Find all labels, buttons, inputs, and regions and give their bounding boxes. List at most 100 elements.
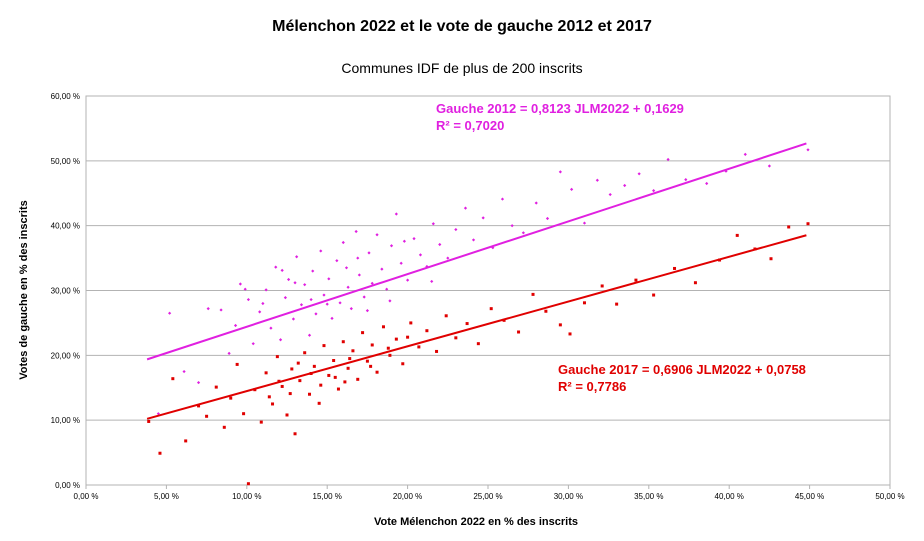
data-point-2017 (348, 357, 352, 361)
x-tick-label: 50,00 % (875, 492, 904, 501)
data-point-2017 (317, 401, 321, 405)
data-point-2012 (463, 206, 468, 210)
data-point-2017 (303, 351, 307, 355)
data-point-2012 (261, 301, 265, 306)
data-point-2012 (341, 240, 345, 245)
data-point-2012 (206, 307, 210, 311)
data-point-2012 (356, 256, 360, 260)
data-point-2012 (767, 164, 771, 168)
data-point-2012 (521, 231, 525, 235)
data-point-2017 (229, 396, 233, 400)
data-point-2017 (769, 257, 773, 261)
data-point-2012 (325, 302, 329, 306)
data-point-2012 (595, 178, 599, 182)
data-point-2012 (287, 277, 291, 282)
y-tick-label: 20,00 % (51, 351, 80, 360)
data-point-2012 (365, 308, 369, 313)
data-point-2012 (264, 288, 268, 292)
data-point-2017 (147, 419, 151, 423)
data-point-2017 (634, 278, 638, 282)
data-point-2012 (293, 281, 297, 285)
data-point-2017 (184, 439, 188, 443)
data-point-2017 (332, 359, 336, 363)
chart-subtitle: Communes IDF de plus de 200 inscrits (341, 60, 583, 76)
data-point-2017 (386, 346, 390, 350)
data-point-2012 (309, 297, 313, 302)
data-point-2017 (787, 225, 791, 229)
data-point-2012 (454, 227, 458, 232)
y-axis-title: Votes de gauche en % des inscrits (18, 200, 30, 380)
data-point-2012 (534, 201, 538, 205)
data-point-2012 (558, 170, 562, 174)
data-point-2017 (409, 321, 413, 325)
data-point-2012 (283, 296, 287, 300)
data-point-2017 (271, 402, 275, 406)
data-point-2012 (666, 157, 670, 162)
x-tick-label: 10,00 % (232, 492, 261, 501)
data-point-2012 (389, 244, 394, 248)
data-point-2012 (491, 246, 495, 250)
x-axis-ticks: 0,00 % 5,00 % 10,00 % 15,00 % 20,00 % 25,00 %… (74, 485, 905, 501)
data-point-2012 (412, 237, 416, 241)
x-tick-label: 0,00 % (74, 492, 99, 501)
data-point-2012 (402, 239, 406, 243)
data-points (147, 148, 810, 486)
data-point-2012 (705, 181, 709, 186)
data-point-2012 (446, 256, 450, 260)
data-point-2017 (346, 366, 350, 370)
data-point-2012 (623, 183, 627, 188)
data-point-2017 (673, 266, 677, 270)
data-point-2012 (806, 148, 810, 152)
x-tick-label: 40,00 % (715, 492, 744, 501)
data-point-2017 (417, 345, 421, 349)
data-point-2012 (269, 326, 273, 330)
trendlines (146, 142, 807, 420)
data-point-2012 (314, 312, 318, 316)
data-point-2017 (370, 343, 374, 347)
data-point-2017 (365, 359, 369, 363)
data-point-2017 (296, 361, 300, 365)
data-point-2012 (168, 311, 172, 315)
data-point-2012 (335, 259, 339, 263)
data-point-2012 (367, 251, 371, 255)
data-point-2012 (322, 293, 326, 297)
data-point-2017 (327, 373, 331, 377)
data-point-2017 (394, 337, 398, 341)
data-point-2017 (615, 302, 619, 306)
data-point-2012 (311, 269, 315, 273)
y-axis-ticks: 0,00 % 10,00 % 20,00 % 30,00 % 40,00 % 50,00 … (51, 92, 80, 490)
data-point-2017 (336, 387, 340, 391)
data-point-2012 (156, 412, 160, 416)
data-point-2017 (375, 370, 379, 374)
data-point-2017 (388, 353, 392, 357)
data-point-2012 (500, 197, 505, 201)
data-point-2012 (608, 192, 612, 197)
data-point-2012 (430, 279, 434, 284)
data-point-2012 (406, 278, 410, 282)
data-point-2017 (465, 322, 469, 326)
data-point-2012 (481, 216, 485, 220)
data-point-2017 (333, 375, 337, 379)
data-point-2012 (295, 255, 299, 259)
data-point-2017 (544, 309, 548, 313)
data-point-2012 (233, 323, 238, 328)
data-point-2017 (558, 323, 562, 327)
data-point-2017 (600, 284, 604, 288)
data-point-2017 (351, 349, 355, 353)
data-point-2017 (531, 292, 535, 296)
data-point-2012 (227, 351, 231, 355)
data-point-2017 (264, 371, 268, 375)
data-point-2017 (259, 420, 263, 424)
data-point-2012 (344, 266, 349, 270)
data-point-2012 (258, 310, 262, 314)
y-tick-label: 40,00 % (51, 222, 80, 231)
y-tick-label: 10,00 % (51, 416, 80, 425)
data-point-2017 (425, 329, 429, 333)
data-point-2012 (362, 295, 366, 299)
r-squared-2017: R² = 0,7786 (558, 379, 626, 394)
trendline-2012 (146, 142, 807, 361)
x-tick-label: 30,00 % (554, 492, 583, 501)
data-point-2012 (637, 172, 641, 176)
x-tick-label: 15,00 % (313, 492, 342, 501)
data-point-2012 (349, 307, 353, 311)
